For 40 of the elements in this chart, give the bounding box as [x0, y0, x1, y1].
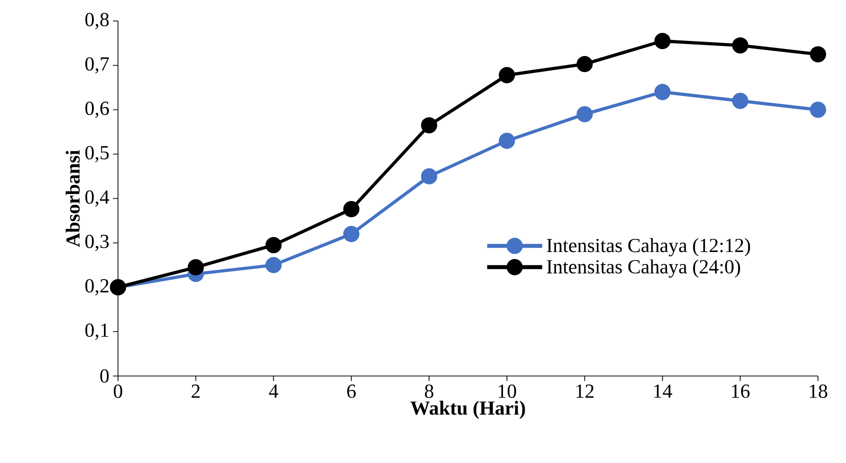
y-tick-label: 0,8 — [85, 12, 109, 30]
x-tick-label: 10 — [498, 384, 516, 398]
point — [498, 132, 515, 149]
point — [343, 226, 360, 242]
x-tick-label: 18 — [810, 384, 828, 398]
point — [654, 32, 671, 50]
point — [810, 46, 826, 62]
point — [576, 56, 593, 72]
x-tick-label: 12 — [576, 384, 594, 398]
x-tick-label: 2 — [192, 384, 200, 398]
y-axis-title: Absorbansi — [66, 150, 80, 248]
point — [421, 117, 438, 134]
y-tick-label: 0 — [100, 369, 109, 383]
x-tick-label: 8 — [424, 384, 434, 398]
x-axis-title: Waktu (Hari) — [410, 400, 525, 419]
point — [265, 237, 282, 254]
y-tick-label: 0,6 — [85, 102, 109, 118]
point — [188, 259, 204, 276]
x-tick-label: 6 — [347, 384, 356, 398]
point — [654, 84, 671, 100]
x-tick-label: 14 — [654, 384, 672, 398]
y-tick-label: 0,5 — [85, 146, 109, 162]
point — [732, 37, 748, 54]
y-tick-label: 0,1 — [85, 323, 108, 340]
point — [421, 168, 438, 184]
point — [576, 106, 593, 122]
y-tick-label: 0,7 — [85, 57, 109, 74]
y-tick-label: 0,4 — [85, 190, 110, 207]
point — [343, 201, 360, 218]
point — [498, 67, 515, 84]
x-tick-label: 16 — [732, 384, 750, 398]
legend-label: Intensitas Cahaya (12:12) — [546, 238, 750, 256]
x-tick-label: 4 — [268, 384, 278, 398]
x-tick-label: 0 — [114, 384, 122, 398]
point — [810, 102, 826, 118]
y-tick-label: 0,3 — [85, 234, 109, 252]
point — [732, 92, 748, 109]
y-tick-label: 0,2 — [85, 279, 108, 296]
legend-label: Intensitas Cahaya (24:0) — [546, 259, 740, 278]
point — [265, 256, 282, 274]
